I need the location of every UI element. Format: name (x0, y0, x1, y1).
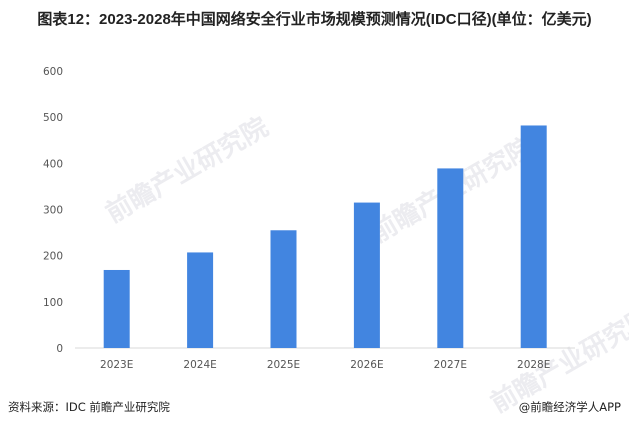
x-tick-label: 2027E (434, 359, 467, 371)
x-tick-label: 2026E (350, 359, 383, 371)
bar-2023E (103, 269, 130, 348)
bar-2026E (353, 202, 380, 348)
x-tick-label: 2023E (100, 359, 133, 371)
y-tick-label: 0 (56, 343, 63, 355)
x-tick-label: 2028E (517, 359, 550, 371)
y-tick-label: 200 (43, 251, 63, 263)
bar-2028E (520, 125, 547, 348)
bar-2025E (270, 230, 297, 348)
y-tick-label: 600 (43, 66, 63, 78)
bar-2027E (437, 168, 464, 348)
bar-2024E (187, 252, 214, 348)
x-tick-label: 2025E (267, 359, 300, 371)
x-tick-label: 2024E (183, 359, 216, 371)
source-note: 资料来源：IDC 前瞻产业研究院 (8, 400, 170, 414)
y-tick-label: 300 (43, 205, 63, 217)
y-tick-label: 500 (43, 112, 63, 124)
brand-label: @前瞻经济学人APP (518, 400, 621, 414)
y-tick-label: 100 (43, 297, 63, 309)
y-tick-label: 400 (43, 158, 63, 170)
chart-title: 图表12：2023-2028年中国网络安全行业市场规模预测情况(IDC口径)(单… (37, 11, 592, 28)
